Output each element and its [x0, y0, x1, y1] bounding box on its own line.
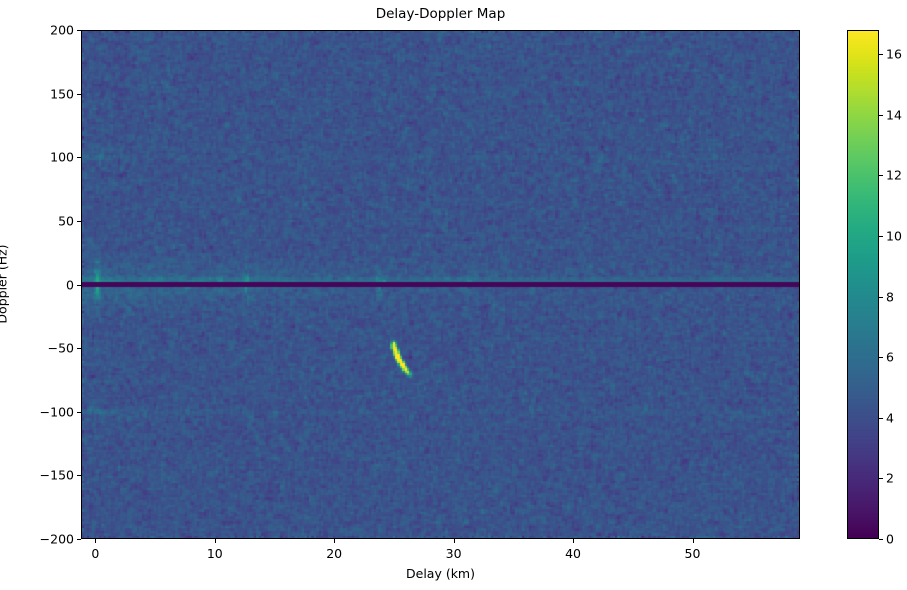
plot-axes[interactable]	[81, 30, 800, 539]
colorbar-tick-label: 10	[886, 228, 902, 244]
x-tick-label: 30	[445, 546, 462, 561]
x-tick-label: 50	[684, 546, 701, 561]
y-tick-mark	[77, 220, 81, 222]
colorbar-tick-label: 2	[886, 470, 894, 486]
x-tick-label: 40	[565, 546, 582, 561]
colorbar-tick-label: 14	[886, 107, 902, 123]
y-tick-mark	[77, 157, 81, 159]
y-tick-label: −150	[39, 467, 74, 483]
y-tick-mark	[77, 93, 81, 95]
colorbar-tick-label: 0	[886, 531, 894, 547]
y-tick-label: −200	[39, 531, 74, 547]
y-tick-mark	[77, 475, 81, 477]
y-tick-mark	[77, 30, 81, 31]
x-tick-mark	[95, 539, 97, 543]
y-tick-mark	[77, 348, 81, 350]
y-axis-label: Doppler (Hz)	[0, 244, 10, 324]
colorbar-tick-label: 16	[886, 46, 902, 62]
colorbar-tick-mark	[879, 357, 883, 359]
x-tick-mark	[334, 539, 336, 543]
colorbar-tick-mark	[879, 417, 883, 419]
colorbar-tick-label: 8	[886, 289, 894, 305]
y-tick-mark	[77, 411, 81, 413]
y-tick-label: 100	[50, 149, 74, 165]
colorbar-tick-mark	[879, 296, 883, 298]
x-tick-label: 0	[91, 546, 100, 561]
colorbar-tick-mark	[879, 478, 883, 480]
colorbar-tick-label: 6	[886, 349, 894, 365]
colorbar-tick-mark	[879, 114, 883, 116]
y-tick-label: −100	[39, 404, 74, 420]
x-axis-label: Delay (km)	[406, 566, 475, 581]
colorbar[interactable]	[847, 30, 879, 539]
colorbar-tick-mark	[879, 175, 883, 177]
x-tick-label: 20	[326, 546, 343, 561]
colorbar-tick-label: 12	[886, 167, 902, 183]
colorbar-tick-mark	[879, 54, 883, 56]
y-tick-label: −50	[47, 340, 74, 356]
x-tick-mark	[453, 539, 455, 543]
y-tick-label: 0	[66, 277, 74, 292]
colorbar-tick-mark	[879, 539, 883, 540]
colorbar-tick-label: 4	[886, 410, 894, 426]
y-tick-mark	[77, 539, 81, 540]
y-tick-label: 200	[50, 22, 74, 38]
x-tick-label: 10	[206, 546, 223, 561]
y-tick-label: 150	[50, 86, 74, 102]
y-tick-mark	[77, 284, 81, 286]
x-tick-mark	[214, 539, 216, 543]
x-tick-mark	[573, 539, 575, 543]
colorbar-gradient	[848, 31, 878, 538]
y-tick-label: 50	[58, 213, 74, 229]
page-title: Delay-Doppler Map	[375, 6, 506, 22]
colorbar-tick-mark	[879, 236, 883, 238]
x-tick-mark	[692, 539, 694, 543]
delay-doppler-heatmap[interactable]	[82, 31, 799, 538]
